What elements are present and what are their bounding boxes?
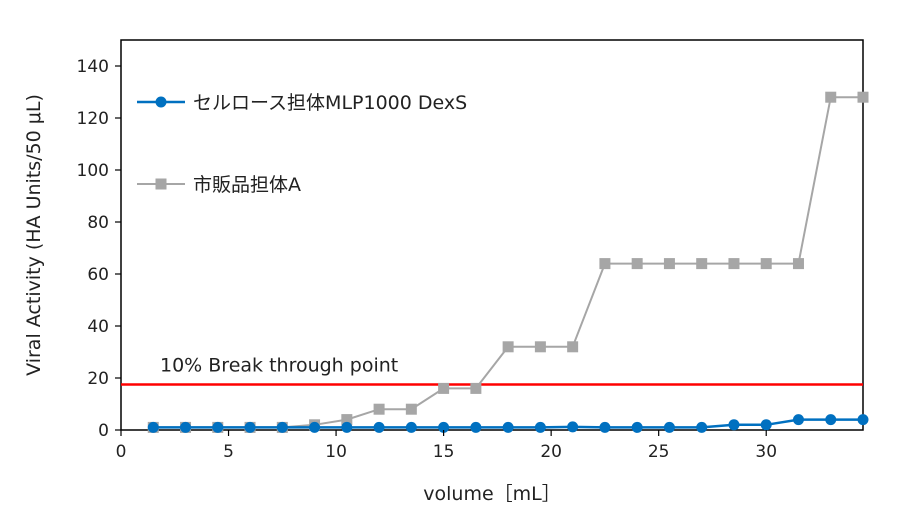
y-tick-label: 80 (87, 213, 109, 233)
data-point (405, 421, 417, 433)
legend-label: セルロース担体MLP1000 DexS (193, 92, 467, 114)
data-point (663, 258, 675, 270)
data-point (373, 403, 385, 415)
data-point (696, 421, 708, 433)
x-tick-label: 15 (433, 442, 455, 462)
legend-label: 市販品担体A (193, 174, 301, 196)
data-point (599, 258, 611, 270)
series-commercial-a (147, 91, 869, 433)
data-point (760, 419, 772, 431)
data-point (341, 414, 353, 426)
y-tick-label: 40 (87, 317, 109, 337)
y-tick-label: 60 (87, 265, 109, 285)
data-point (309, 421, 321, 433)
y-tick-label: 140 (77, 57, 109, 77)
y-tick-label: 100 (77, 161, 109, 181)
data-point (792, 258, 804, 270)
data-point (502, 341, 514, 353)
data-point (373, 421, 385, 433)
data-point (244, 421, 256, 433)
data-point (825, 91, 837, 103)
x-tick-label: 25 (648, 442, 670, 462)
legend-marker (155, 96, 167, 108)
data-point (728, 258, 740, 270)
series-line (153, 96, 863, 429)
y-tick-label: 0 (98, 421, 109, 441)
x-tick-label: 5 (223, 442, 234, 462)
data-point (696, 258, 708, 270)
data-point (212, 421, 224, 433)
data-point (438, 421, 450, 433)
y-tick-label: 120 (77, 109, 109, 129)
legend-item: 市販品担体A (137, 174, 301, 196)
data-point (728, 419, 740, 431)
data-point (470, 421, 482, 433)
data-point (534, 341, 546, 353)
y-axis-title: Viral Activity (HA Units/50 μL) (23, 94, 45, 376)
plot-area (120, 39, 864, 431)
data-point (631, 421, 643, 433)
data-point (567, 421, 579, 433)
break-through-label: 10% Break through point (160, 355, 398, 377)
data-point (599, 421, 611, 433)
x-axis-title: volume［mL］ (423, 483, 560, 505)
data-point (502, 421, 514, 433)
data-point (180, 421, 192, 433)
data-point (276, 421, 288, 433)
data-point (341, 421, 353, 433)
x-tick-label: 0 (116, 442, 127, 462)
legend-marker (155, 178, 167, 190)
x-tick-label: 10 (325, 442, 347, 462)
data-point (147, 421, 159, 433)
data-point (405, 403, 417, 415)
data-point (663, 421, 675, 433)
data-point (567, 341, 579, 353)
x-tick-label: 20 (540, 442, 562, 462)
data-point (857, 414, 869, 426)
data-point (825, 414, 837, 426)
data-point (470, 382, 482, 394)
data-point (534, 421, 546, 433)
data-point (760, 258, 772, 270)
data-point (438, 382, 450, 394)
x-tick-label: 30 (755, 442, 777, 462)
data-point (631, 258, 643, 270)
data-point (857, 91, 869, 103)
series-mlp1000-dexs (147, 414, 869, 433)
y-tick-label: 20 (87, 369, 109, 389)
data-point (792, 414, 804, 426)
legend-item: セルロース担体MLP1000 DexS (137, 92, 467, 114)
